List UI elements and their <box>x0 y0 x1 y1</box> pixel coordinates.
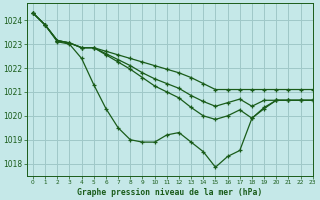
X-axis label: Graphe pression niveau de la mer (hPa): Graphe pression niveau de la mer (hPa) <box>77 188 262 197</box>
